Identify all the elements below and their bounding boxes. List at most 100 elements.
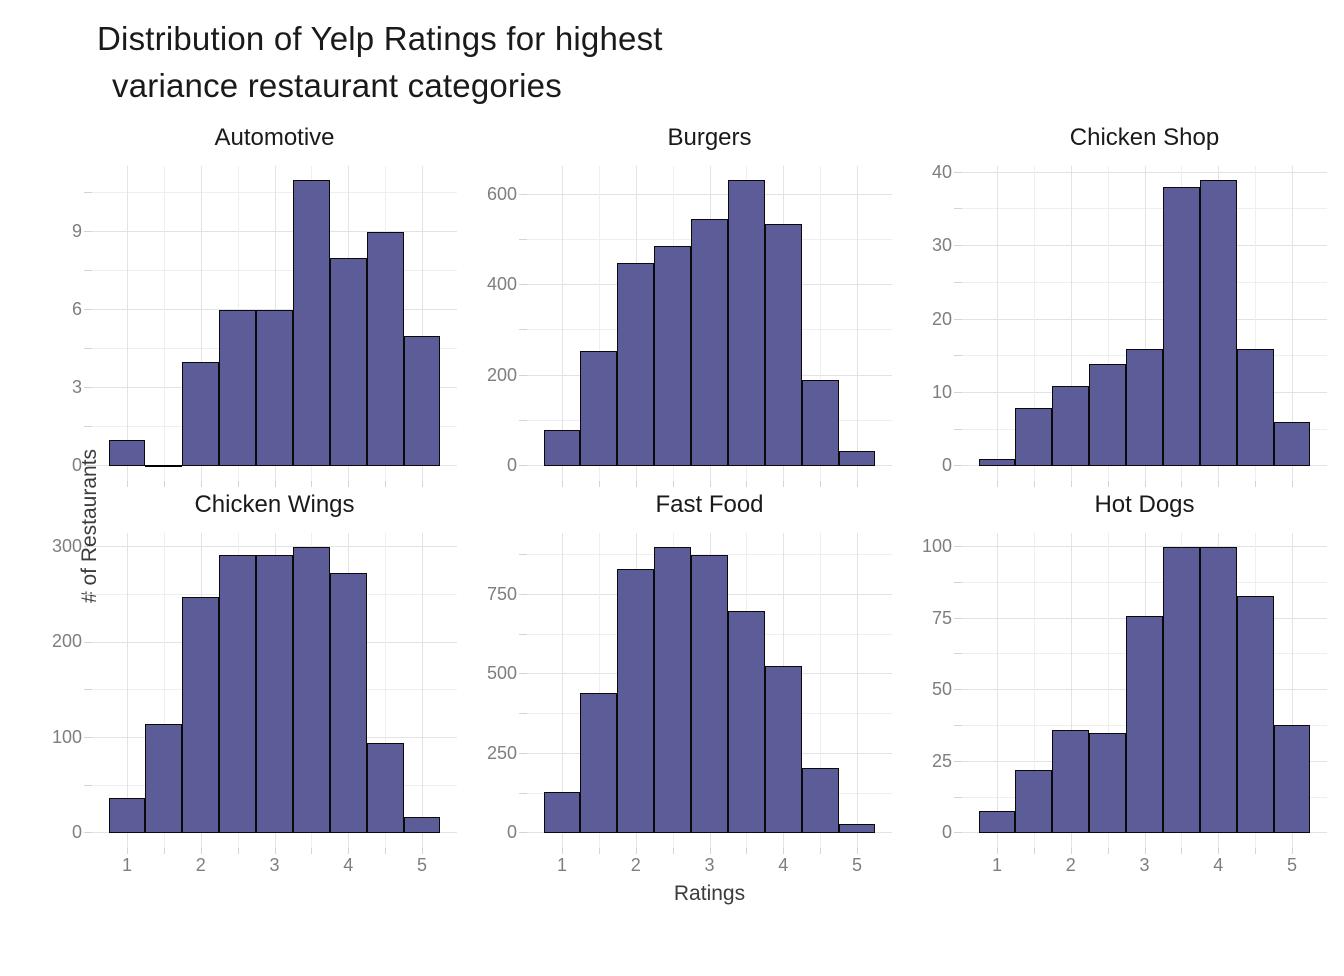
x-tick-label: 5 <box>1286 854 1297 875</box>
x-tick-mark <box>1255 847 1257 854</box>
x-tick-mark <box>311 480 313 487</box>
x-tick-mark <box>1181 480 1183 487</box>
y-tick-mark <box>519 284 527 286</box>
y-tick-label: 0 <box>506 455 517 476</box>
y-tick-label: 40 <box>931 161 952 182</box>
x-tick-label: 5 <box>851 854 862 875</box>
histogram-plot-fast-food <box>519 532 892 854</box>
y-tick-mark <box>519 193 527 195</box>
x-tick-mark <box>1144 480 1146 487</box>
histogram-bar <box>219 310 257 467</box>
histogram-bar <box>329 258 367 467</box>
histogram-bar-zero <box>145 465 183 468</box>
x-tick-mark <box>421 480 423 487</box>
histogram-bar <box>691 219 728 467</box>
y-tick-mark <box>519 329 527 331</box>
x-tick-mark <box>820 847 822 854</box>
x-tick-mark <box>1144 847 1146 854</box>
chart-title-line1: Distribution of Yelp Ratings for highest <box>97 20 663 57</box>
x-tick-label: 1 <box>557 854 568 875</box>
histogram-bar <box>108 798 146 834</box>
gridline-minor <box>163 165 165 481</box>
x-tick-mark <box>274 480 276 487</box>
histogram-bar <box>1199 547 1237 834</box>
y-tick-mark <box>954 796 962 798</box>
facet-burgers: Burgers 0 200 400 600 <box>475 124 892 487</box>
x-tick-mark <box>709 480 711 487</box>
y-tick-label: 750 <box>486 583 517 604</box>
y-tick-label: 100 <box>921 536 952 557</box>
y-tick-label: 9 <box>71 221 82 242</box>
gridline-minor <box>1033 165 1035 481</box>
y-axis-chicken-wings: 0 100 200 300 <box>40 533 92 848</box>
histogram-bar <box>219 554 257 834</box>
histogram-bar <box>182 362 220 467</box>
histogram-bar <box>838 450 876 467</box>
gridline-minor <box>598 532 600 848</box>
y-tick-mark <box>519 374 527 376</box>
y-tick-label: 200 <box>51 631 82 652</box>
y-tick-mark <box>84 426 92 428</box>
x-tick-mark <box>237 847 239 854</box>
x-axis-label: Ratings <box>673 881 746 905</box>
y-tick-mark <box>954 653 962 655</box>
y-tick-label: 20 <box>931 308 952 329</box>
y-tick-mark <box>954 245 962 247</box>
facet-title-automotive: Automotive <box>214 123 335 151</box>
y-tick-mark <box>84 465 92 467</box>
x-tick-label: 4 <box>778 854 789 875</box>
x-tick-mark <box>783 847 785 854</box>
x-tick-mark <box>127 847 129 854</box>
x-tick-label: 2 <box>195 854 206 875</box>
x-tick-mark <box>672 847 674 854</box>
gridline-major <box>127 532 129 848</box>
facet-automotive: Automotive 0 3 6 9 <box>40 123 457 487</box>
x-axis-fast-food: 1 2 3 4 5 <box>527 848 892 878</box>
x-tick-label: 3 <box>1139 854 1150 875</box>
y-tick-mark <box>519 554 527 555</box>
gridline-major <box>856 165 858 481</box>
histogram-bar <box>329 572 367 834</box>
y-tick-label: 75 <box>931 607 952 628</box>
y-tick-label: 50 <box>931 679 952 700</box>
histogram-bar <box>764 224 802 467</box>
x-tick-mark <box>311 847 313 854</box>
gridline-major <box>562 532 564 848</box>
x-tick-label: 5 <box>416 854 427 875</box>
facet-fast-food: Fast Food 0 250 500 750 1 2 3 4 5 Ratings <box>475 491 892 914</box>
y-tick-mark <box>84 231 92 233</box>
x-tick-mark <box>997 480 999 487</box>
y-tick-mark <box>519 633 527 635</box>
y-tick-mark <box>954 617 962 619</box>
gridline-major <box>127 165 129 481</box>
y-axis-chicken-shop: 0 10 20 30 40 <box>910 162 962 481</box>
gridline-major <box>1144 165 1146 481</box>
histogram-bar <box>580 693 618 834</box>
y-tick-mark <box>519 593 527 595</box>
y-tick-mark <box>84 270 92 272</box>
x-tick-mark <box>1218 847 1220 854</box>
gridline-major <box>856 532 858 848</box>
x-tick-label: 4 <box>1213 854 1224 875</box>
histogram-bar <box>617 569 655 834</box>
y-tick-label: 3 <box>71 377 82 398</box>
facet-hot-dogs: Hot Dogs 0 25 50 75 100 1 2 3 4 5 <box>910 491 1327 914</box>
histogram-bar <box>764 666 802 834</box>
histogram-bar <box>292 180 330 467</box>
y-tick-mark <box>519 752 527 754</box>
y-tick-mark <box>954 171 962 173</box>
x-tick-mark <box>672 480 674 487</box>
y-tick-label: 200 <box>486 364 517 385</box>
x-tick-mark <box>163 847 165 854</box>
x-tick-mark <box>163 480 165 487</box>
histogram-bar <box>1273 422 1311 467</box>
y-tick-mark <box>954 318 962 320</box>
y-tick-mark <box>519 238 527 240</box>
x-tick-mark <box>348 480 350 487</box>
gridline-major <box>421 165 423 481</box>
gridline-major <box>200 165 202 481</box>
histogram-bar <box>366 742 404 834</box>
y-tick-mark <box>519 792 527 794</box>
histogram-bar <box>1089 733 1127 834</box>
y-tick-label: 0 <box>941 455 952 476</box>
